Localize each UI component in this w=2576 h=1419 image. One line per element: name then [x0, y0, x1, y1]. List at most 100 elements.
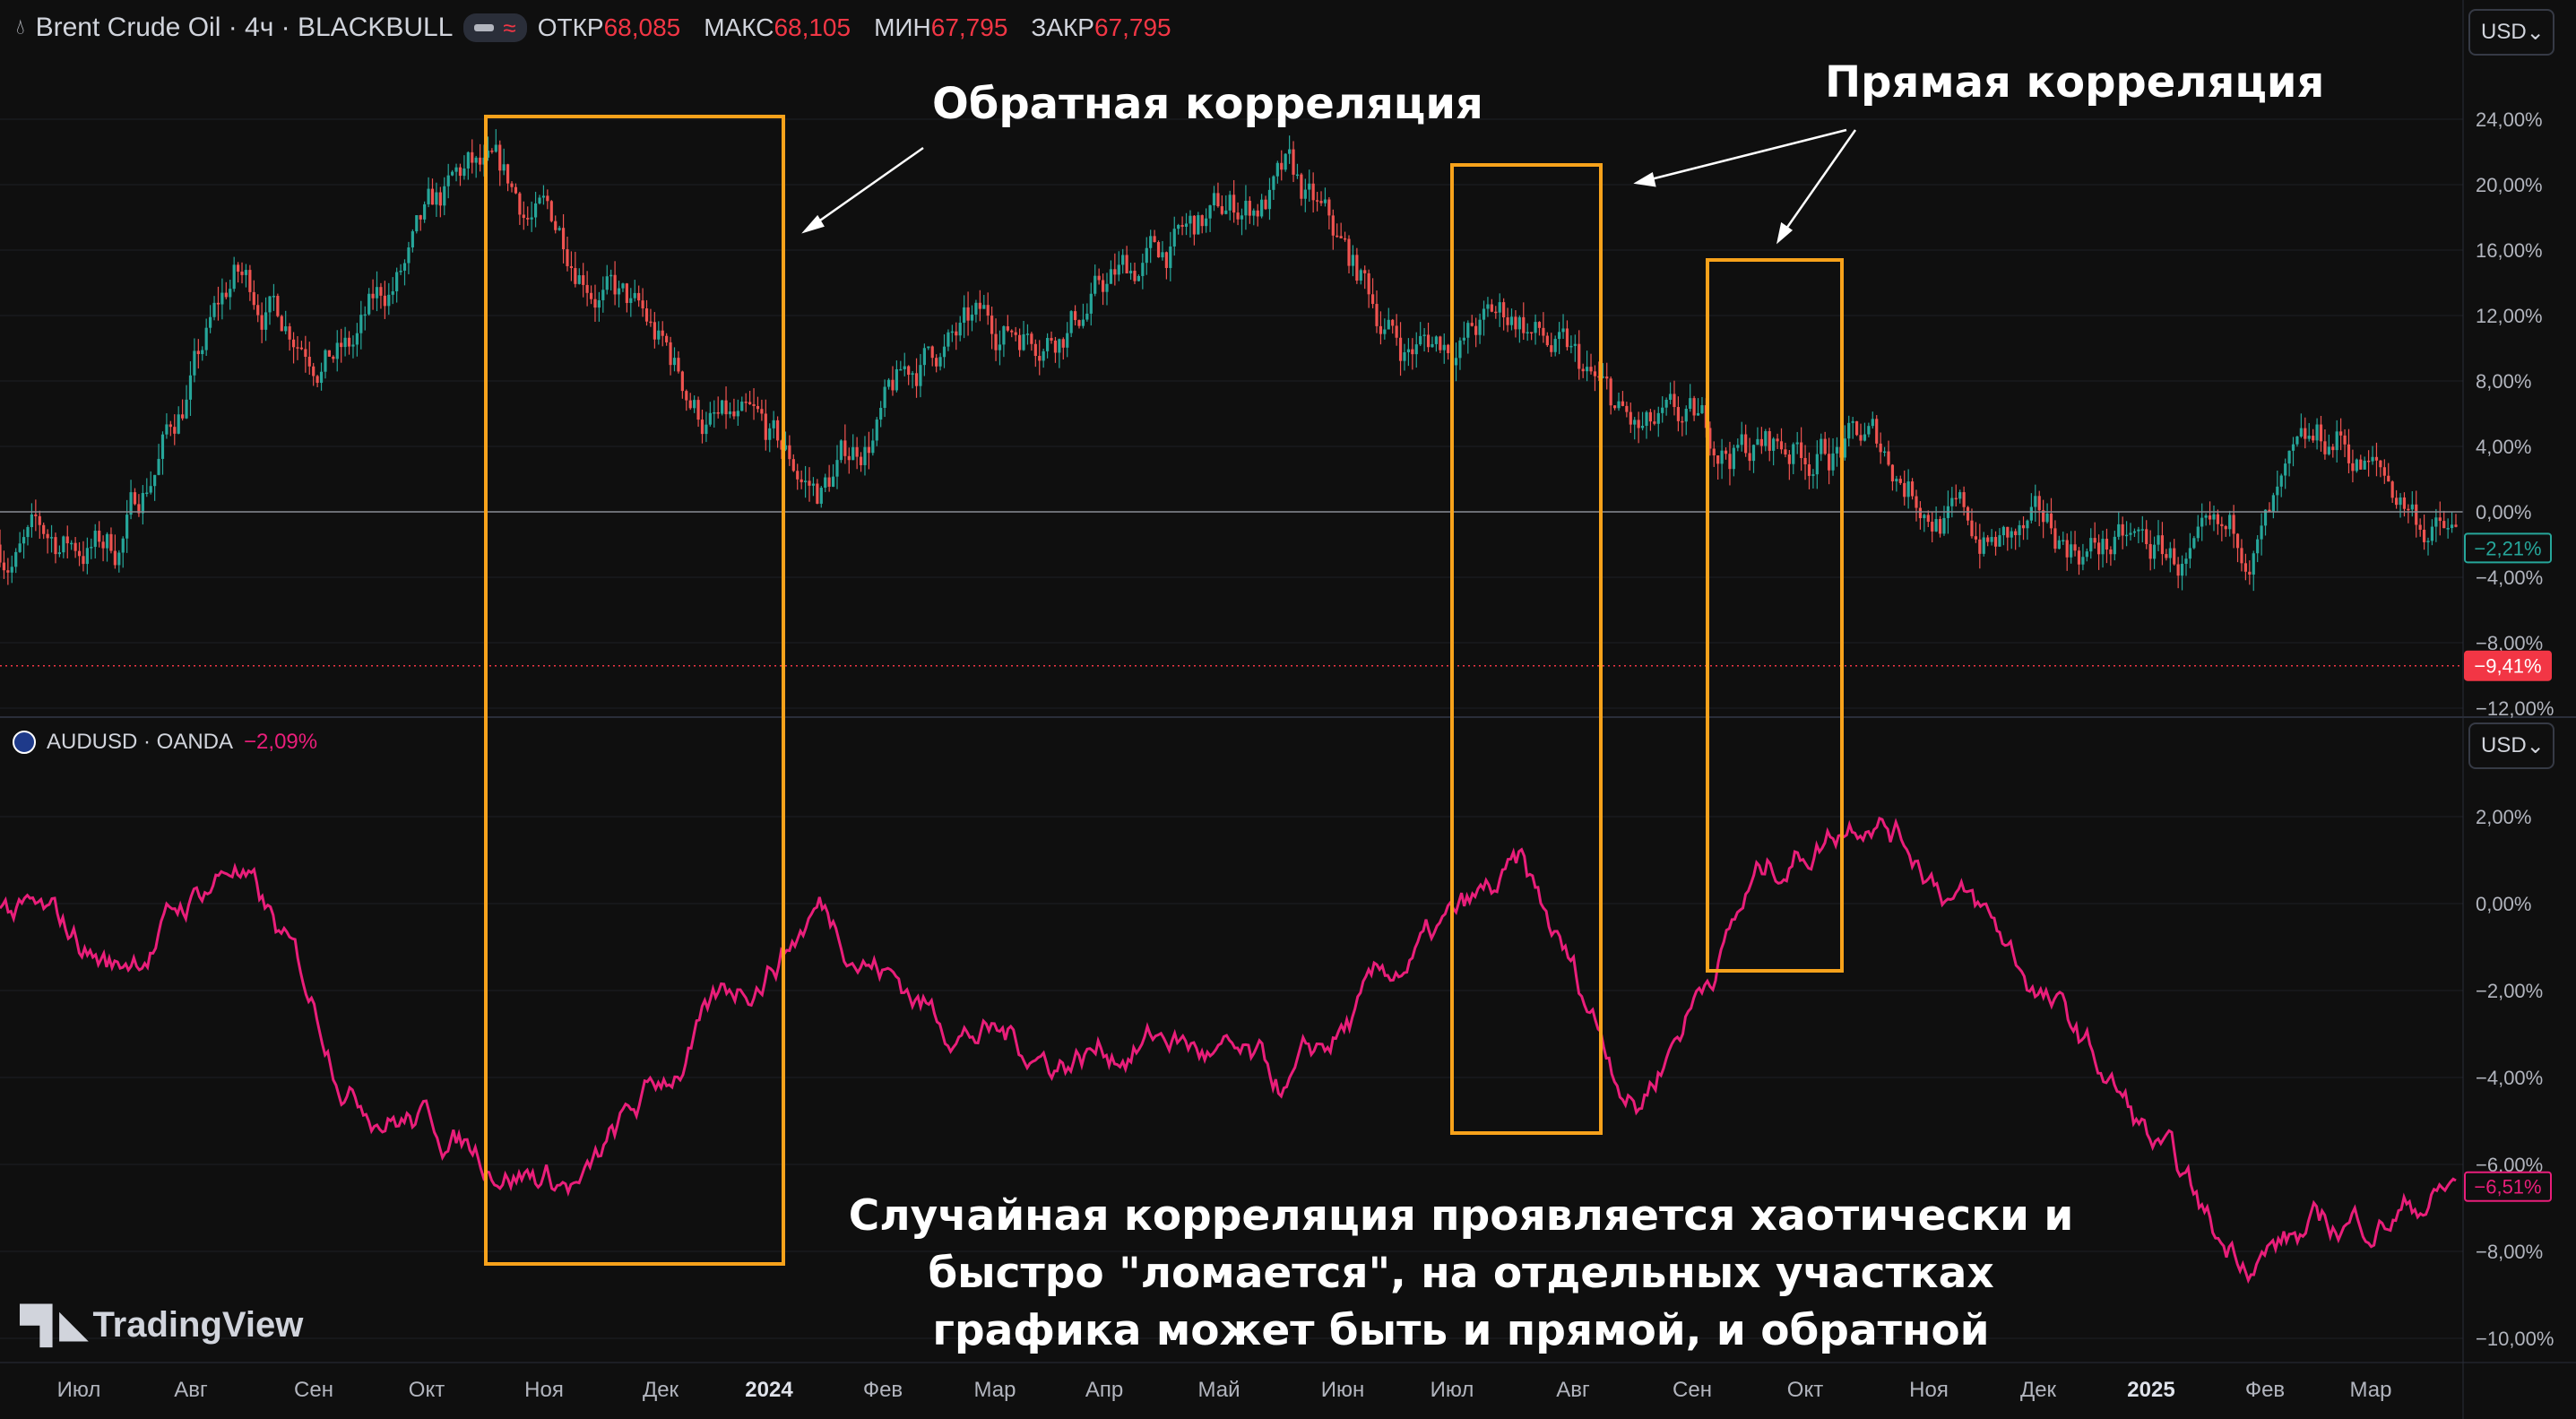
candle-body	[2180, 563, 2184, 576]
candle-body	[1903, 482, 1906, 498]
inverse-correlation-box[interactable]	[484, 115, 785, 1266]
candle-body	[955, 331, 958, 336]
candle-body	[446, 175, 450, 186]
candle-body	[1153, 236, 1156, 243]
candle-body	[1998, 535, 2001, 547]
candle-body	[986, 305, 990, 316]
candle-body	[101, 541, 105, 549]
candle-body	[177, 414, 180, 434]
brent-last-label-box	[2464, 532, 2552, 564]
candle-body	[2070, 544, 2073, 558]
candle-body	[716, 411, 720, 414]
candle-body	[1668, 394, 1673, 400]
tradingview-logo[interactable]: ▀▌◣ TradingView	[20, 1304, 303, 1345]
header-audusd: AUDUSD · OANDA −2,09%	[13, 730, 317, 755]
candle-body	[57, 552, 61, 555]
candle-body	[240, 272, 244, 275]
candle-body	[2053, 528, 2057, 549]
candle-body	[851, 446, 855, 461]
candle-body	[327, 350, 331, 357]
candle-body	[803, 480, 808, 482]
candle-body	[1942, 517, 1946, 534]
candle-body	[514, 186, 518, 194]
candle-body	[2021, 524, 2026, 529]
indicator-wave-icon[interactable]: ≈	[503, 13, 516, 41]
candle-body	[351, 344, 355, 347]
candle-body	[407, 247, 411, 264]
candle-body	[2018, 524, 2021, 536]
candle-body	[1300, 174, 1303, 199]
symbol-title-audusd[interactable]: AUDUSD · OANDA	[47, 730, 234, 754]
candle-body	[558, 228, 561, 230]
y-tick-label: 0,00%	[2476, 501, 2531, 523]
y-tick-label: 8,00%	[2476, 370, 2531, 393]
candle-body	[479, 157, 482, 165]
candle-body	[1387, 319, 1390, 330]
candle-body	[1117, 264, 1120, 275]
candle-body	[1066, 333, 1069, 348]
x-tick-label: 2024	[745, 1378, 793, 1402]
currency-select-top[interactable]: USD ⌄	[2468, 9, 2554, 56]
candle-body	[466, 151, 470, 169]
candle-body	[2359, 459, 2363, 470]
candle-body	[1720, 450, 1724, 464]
candle-body	[533, 203, 538, 218]
candle-body	[1319, 201, 1323, 203]
candle-body	[541, 195, 546, 198]
candle-body	[1458, 340, 1462, 359]
candle-body	[601, 290, 605, 300]
candle-body	[1609, 378, 1612, 406]
candle-body	[125, 515, 129, 539]
candle-body	[2315, 424, 2319, 441]
candle-body	[1169, 246, 1172, 268]
candle-body	[196, 350, 200, 355]
symbol-title[interactable]: Brent Crude Oil · 4ч · BLACKBULL	[35, 13, 454, 42]
candle-body	[1383, 329, 1387, 334]
candle-body	[538, 197, 541, 203]
candle-body	[359, 315, 363, 333]
candle-body	[1879, 443, 1882, 453]
chevron-down-icon: ⌄	[2526, 733, 2545, 758]
open-label: ОТКР	[537, 13, 604, 41]
candle-body	[875, 420, 878, 441]
candle-body	[1803, 457, 1807, 464]
candle-body	[1014, 332, 1017, 335]
candle-body	[193, 350, 196, 376]
candle-body	[1434, 336, 1438, 344]
direct-correlation-box-1[interactable]	[1450, 163, 1603, 1135]
candle-body	[597, 299, 601, 308]
candle-body	[1724, 450, 1728, 454]
candle-body	[1820, 438, 1823, 454]
candle-body	[677, 358, 680, 372]
candle-body	[1926, 515, 1930, 523]
candle-body	[1208, 205, 1212, 219]
x-tick-label: Мар	[974, 1378, 1016, 1402]
currency-select-bottom[interactable]: USD ⌄	[2468, 722, 2554, 769]
candle-body	[625, 283, 628, 303]
candle-body	[609, 274, 613, 277]
candle-body	[914, 373, 919, 386]
candle-body	[1311, 183, 1315, 201]
direct-correlation-box-2[interactable]	[1706, 258, 1844, 973]
x-tick-label: Фев	[863, 1378, 903, 1402]
hide-series-icon[interactable]	[474, 24, 495, 31]
candle-body	[1950, 498, 1954, 506]
annotation-arrows	[801, 128, 1857, 245]
inverse-correlation-label: Обратная корреляция	[932, 79, 1483, 129]
candle-body	[2235, 533, 2240, 549]
candle-body	[1851, 420, 1854, 423]
candle-body	[1094, 275, 1097, 294]
candle-body	[816, 483, 819, 504]
candle-body	[1887, 451, 1890, 465]
series-toggle-pill[interactable]: ≈	[463, 13, 527, 42]
candle-body	[2387, 475, 2390, 482]
candle-body	[1779, 441, 1784, 450]
candle-body	[2256, 539, 2260, 554]
candle-body	[22, 537, 26, 544]
candle-body	[1355, 255, 1359, 281]
candle-body	[498, 144, 502, 171]
candle-body	[2037, 496, 2041, 511]
candle-body	[2010, 531, 2013, 538]
candle-body	[1205, 218, 1208, 227]
